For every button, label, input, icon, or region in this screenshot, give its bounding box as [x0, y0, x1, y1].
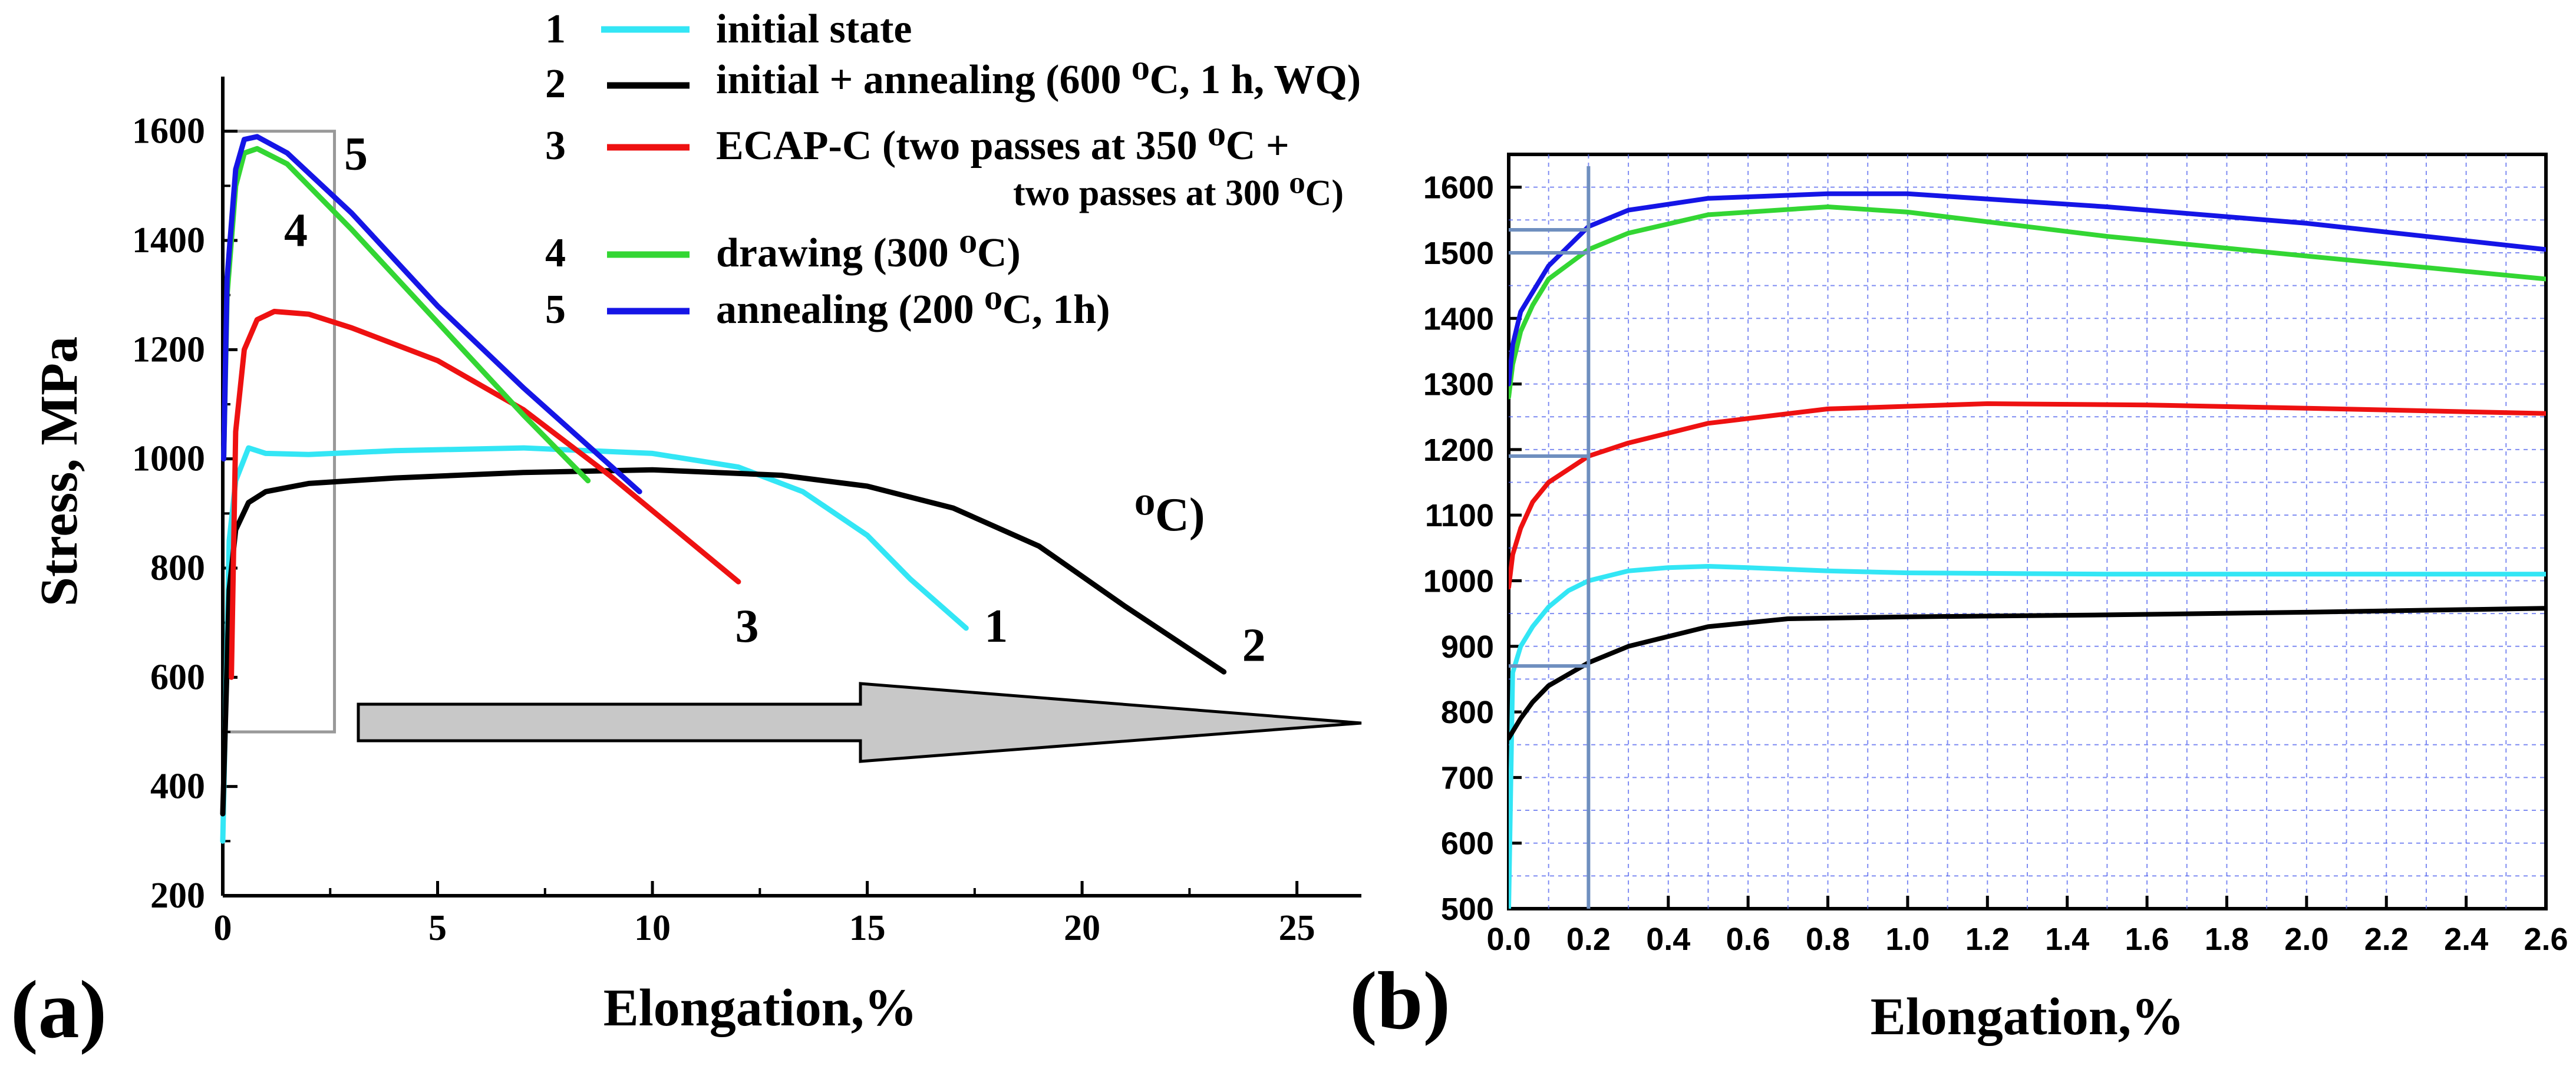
curve-labels-a: 543 1 2: [284, 128, 1266, 672]
chart-b: 500 600 700 800 900 1000 1100 1200 1300 1400 1500 1…: [1350, 153, 2568, 1047]
series-a-curve-2: [220, 467, 1227, 817]
series-a-curve-5: [221, 134, 642, 494]
x-tick-label: 1.2: [1965, 922, 2010, 957]
legend-num: 5: [545, 287, 566, 332]
legend-item-4: 4 drawing (300 ⁰C): [545, 230, 1021, 276]
x-tick-label: 1.4: [2045, 922, 2089, 957]
series-a-curve-3: [229, 309, 741, 680]
plot-frame-b: [1507, 153, 2548, 910]
y-tick-label: 600: [1441, 826, 1494, 862]
legend-label: drawing (300 ⁰C): [716, 230, 1021, 276]
x-tick-label: 2.0: [2284, 922, 2328, 957]
series-a: [220, 134, 1227, 844]
y-tick-label: 1000: [1423, 563, 1494, 599]
y-tick-label: 800: [1441, 695, 1494, 730]
x-tick-label: 15: [849, 908, 886, 948]
y-tick-label: 800: [150, 548, 205, 588]
panel-label-a: (a): [11, 964, 107, 1055]
x-tick-label: 10: [634, 908, 671, 948]
y-tick-label: 600: [150, 657, 205, 697]
series-b-curve-1: [1509, 564, 2546, 909]
legend-label: annealing (200 ⁰C, 1h): [716, 287, 1110, 332]
series-b-curve-3: [1509, 401, 2546, 590]
x-tick-label: 2.4: [2444, 922, 2488, 957]
y-axis-title-a: Stress, MPa: [30, 336, 88, 606]
proof-stress-guides: [1509, 166, 1591, 909]
zoom-rectangle: [221, 130, 337, 734]
y-tick-label: 1400: [1423, 301, 1494, 336]
x-tick-label: 5: [428, 908, 447, 948]
legend-num: 4: [545, 230, 566, 276]
x-tick-label: 0.4: [1646, 922, 1690, 957]
x-tick-label: 0.2: [1566, 922, 1611, 957]
x-tick-label: 1.6: [2125, 922, 2169, 957]
panel-label-b: (b): [1350, 955, 1450, 1047]
x-axis-title-b: Elongation,%: [1871, 988, 2185, 1046]
x-tick-label: 25: [1279, 908, 1315, 948]
legend-num: 2: [545, 61, 566, 107]
grid-b: [1509, 154, 2546, 909]
curve-label-5: 5: [344, 128, 368, 180]
legend-item-2: 2 initial + annealing (600 ⁰C, 1 h, WQ): [545, 57, 1361, 107]
x-tick-label: 0: [214, 908, 232, 948]
y-tick-label: 1600: [1423, 170, 1494, 206]
series-b-curve-2: [1509, 606, 2546, 741]
curve-label-2: 2: [1242, 620, 1266, 672]
x-axis-title-a: Elongation,%: [603, 979, 918, 1037]
y-tick-label: 1600: [132, 111, 205, 151]
y-tick-label: 400: [150, 767, 205, 807]
y-tick-label: 1200: [1423, 433, 1494, 468]
x-tick-label: 0.0: [1486, 922, 1531, 957]
x-tick-label: 0.8: [1806, 922, 1850, 957]
y-tick-label: 700: [1441, 760, 1494, 796]
legend: 1 initial state 2 initial + annealing (6…: [545, 6, 1361, 332]
x-tick-label: 20: [1064, 908, 1100, 948]
legend-item-1: 1 initial state: [545, 6, 912, 52]
legend-num: 1: [545, 6, 566, 52]
curve-label-3: 3: [735, 600, 758, 652]
x-tick-label: 1.8: [2205, 922, 2249, 957]
legend-label: initial state: [716, 6, 912, 52]
x-tick-label: 2.6: [2524, 922, 2568, 957]
x-tick-label: 0.6: [1726, 922, 1770, 957]
y-tick-label: 1200: [132, 329, 205, 369]
y-tick-label: 200: [150, 876, 205, 916]
series-a-curve-4: [221, 146, 591, 484]
y-tick-label: 1300: [1423, 367, 1494, 402]
zoom-box: [221, 130, 337, 734]
elongation-arrow: [357, 682, 1362, 763]
x-tick-label: 2.2: [2364, 922, 2409, 957]
legend-label: ECAP-C (two passes at 350 ⁰C +: [716, 123, 1289, 169]
series-b-curve-5: [1509, 191, 2546, 387]
legend-num: 3: [545, 123, 566, 169]
series-b-curve-4: [1509, 204, 2546, 400]
y-tick-label: 1400: [132, 220, 205, 260]
series-a-curve-1: [220, 445, 969, 844]
x-tick-label: 1.0: [1885, 922, 1929, 957]
legend-item-5: 5 annealing (200 ⁰C, 1h): [545, 287, 1110, 332]
curve-label-4: 4: [284, 204, 308, 256]
legend-label: initial + annealing (600 ⁰C, 1 h, WQ): [716, 57, 1361, 103]
y-tick-label: 1500: [1423, 236, 1494, 271]
curve-label-1: 1: [984, 600, 1008, 652]
y-tick-label: 900: [1441, 629, 1494, 665]
stray-unit-text: ⁰C): [1134, 489, 1205, 541]
y-tick-label: 1100: [1425, 498, 1494, 533]
ticks-b: 500 600 700 800 900 1000 1100 1200 1300 1400 1500 1…: [1423, 170, 2568, 957]
y-tick-label: 1000: [132, 439, 205, 479]
series-b: [1509, 191, 2546, 909]
legend-label-continued: two passes at 300 ⁰C): [1013, 173, 1344, 213]
y-tick-label: 500: [1441, 892, 1494, 927]
legend-item-3: 3 ECAP-C (two passes at 350 ⁰C + two pas…: [545, 123, 1344, 213]
